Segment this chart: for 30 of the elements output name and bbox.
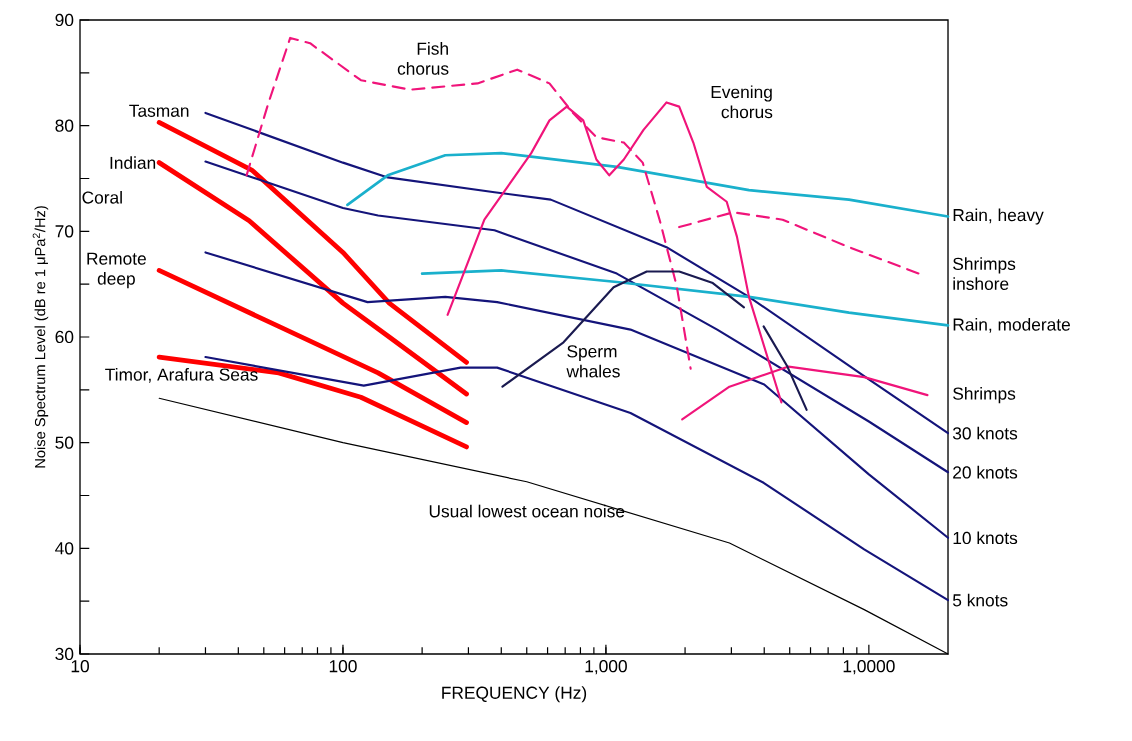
annotation: Coral	[82, 190, 122, 204]
series-label: Rain, moderate	[953, 317, 1070, 333]
x-tick-label: 1,000	[585, 660, 627, 675]
series-label: Indian	[110, 156, 156, 169]
series-label: Evening chorus	[711, 85, 773, 119]
series-label: Rain, heavy	[953, 208, 1044, 225]
y-tick-label: 70	[55, 225, 74, 238]
x-tick-label: 100	[329, 660, 357, 673]
y-tick-label: 30	[55, 647, 74, 661]
x-tick-label: 10	[71, 660, 89, 673]
series-label: Tasman	[129, 104, 189, 117]
series-label: Shrimps inshore	[953, 257, 1016, 290]
y-tick-label: 60	[55, 330, 74, 344]
y-tick-label: 90	[55, 13, 74, 27]
y-tick-label: 80	[55, 119, 74, 132]
series-label: Remote deep	[87, 252, 146, 289]
series-label: Shrimps	[953, 387, 1016, 404]
series-label: 10 knots	[953, 531, 1018, 545]
y-axis-title: Noise Spectrum Level (dB re 1 μPa$^{2}$/Hz)	[32, 206, 49, 468]
series-label: Usual lowest ocean noise	[429, 504, 625, 518]
x-axis-title: FREQUENCY (Hz)	[442, 686, 587, 703]
x-tick-label: 1,0000	[843, 660, 895, 675]
series-label: 5 knots	[952, 593, 1008, 607]
y-tick-label: 50	[55, 436, 74, 449]
series-label: 20 knots	[953, 465, 1018, 479]
series-label: Timor, Arafura Seas	[105, 367, 258, 383]
series-label: Sperm whales	[566, 345, 620, 378]
series-label: Fish chorus	[397, 42, 449, 75]
series-label: 30 knots	[952, 426, 1018, 440]
y-tick-label: 40	[55, 542, 74, 555]
